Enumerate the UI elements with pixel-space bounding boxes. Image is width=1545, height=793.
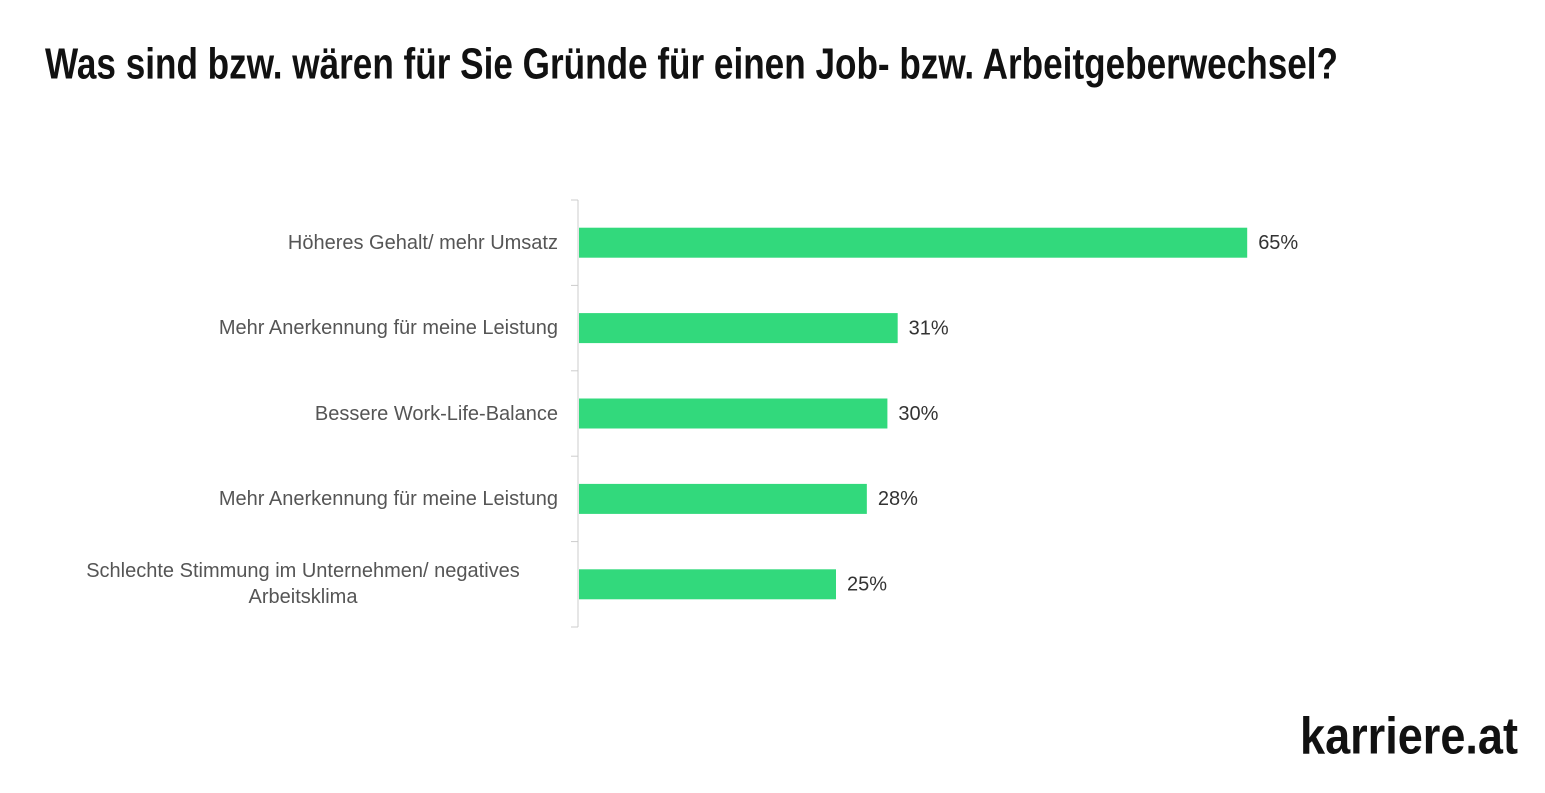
category-label: Bessere Work-Life-Balance — [314, 402, 558, 425]
bar — [579, 483, 867, 514]
bar — [579, 227, 1248, 258]
category-label-box: Höheres Gehalt/ mehr Umsatz — [288, 230, 558, 256]
bar — [579, 313, 898, 344]
bar — [579, 569, 836, 600]
category-label: Schlechte Stimmung im Unternehmen/ negat… — [86, 560, 520, 609]
category-label: Mehr Anerkennung für meine Leistung — [218, 487, 558, 510]
value-label: 25% — [847, 574, 887, 596]
value-label: 65% — [1258, 232, 1298, 254]
category-label-box: Bessere Work-Life-Balance — [315, 401, 558, 427]
category-label-box: Mehr Anerkennung für meine Leistung — [219, 315, 558, 341]
category-label-box: Mehr Anerkennung für meine Leistung — [219, 486, 558, 512]
logo: karriere.at — [1300, 708, 1518, 766]
value-label: 31% — [909, 317, 949, 339]
category-label: Mehr Anerkennung für meine Leistung — [218, 317, 558, 340]
chart-title: Was sind bzw. wären für Sie Gründe für e… — [45, 40, 1338, 89]
category-label-box: Schlechte Stimmung im Unternehmen/ negat… — [48, 558, 558, 610]
bar — [579, 398, 888, 429]
value-label: 28% — [878, 488, 918, 510]
value-label: 30% — [898, 403, 938, 425]
category-label: Höheres Gehalt/ mehr Umsatz — [287, 231, 558, 254]
